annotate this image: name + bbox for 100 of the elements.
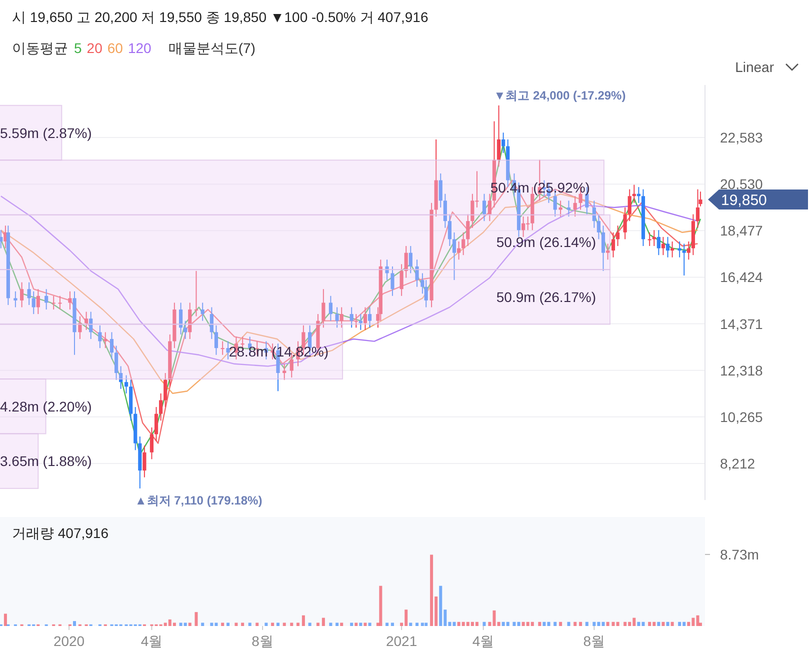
bar [214,622,218,626]
candlestick [696,188,700,228]
bar [457,622,460,626]
y-tick-label: 8.73m [720,546,759,562]
candlestick [522,216,526,238]
bar [264,622,268,626]
bar [444,610,447,626]
bar [666,622,670,626]
bar [526,622,530,626]
x-tick-label: 4월 [472,633,494,649]
line-series [0,180,698,444]
bar [682,622,686,626]
candlestick [58,295,62,310]
bar [430,554,434,626]
bar [184,622,187,626]
bar [602,622,605,626]
candlestick [592,200,596,228]
candlestick [682,243,686,276]
bar [390,622,394,626]
bar [585,622,588,626]
bar [574,622,577,626]
bar [296,622,300,626]
candlestick [656,230,660,256]
candlestick [601,225,606,272]
candlestick [385,259,389,281]
candlestick [214,324,218,356]
candlestick [623,206,627,240]
candlestick [408,246,412,274]
candlestick [686,240,690,260]
bar [698,622,702,626]
candlestick [462,232,466,256]
bar [290,622,294,626]
bar [234,622,238,626]
text: 거래량 407,916 [12,525,109,541]
y-tick-label: 10,265 [720,408,764,425]
candlestick [415,259,419,288]
bar [492,610,496,626]
bar [559,622,562,626]
candlestick [496,104,501,168]
candlestick [226,340,230,360]
candlestick [104,332,108,349]
x-tick-label: 2020 [53,633,85,649]
bar [612,622,615,626]
candlestick [188,302,192,340]
bar [350,622,354,626]
chart-title: 매물분석도(7) [168,40,256,56]
candlestick [606,243,610,260]
bar [597,622,600,626]
bar [420,622,424,626]
candlestick [648,232,652,247]
bar [172,622,176,626]
bar [637,622,640,626]
bar [434,596,438,626]
bar [624,622,627,626]
candlestick [335,306,339,328]
bar [282,622,286,626]
candlestick [84,311,88,330]
candlestick [354,314,358,328]
candlestick [52,295,56,310]
candlestick [616,225,620,247]
bar [632,618,636,626]
candlestick [558,200,562,218]
bar [329,622,332,626]
candlestick [502,132,506,154]
bar [409,622,412,626]
bar [164,622,167,626]
y-tick-label: 20,530 [720,176,764,192]
candlestick [200,302,204,322]
bar [642,622,645,626]
candlestick [194,270,198,317]
bar [466,622,470,626]
candlestick [14,290,18,308]
price-tag: 19,850 [708,190,808,210]
candlestick [466,214,470,247]
candlestick [44,288,48,310]
bar [404,610,408,626]
candlestick [628,188,632,222]
candlestick [32,290,36,315]
candlestick [443,193,447,228]
bar [256,622,259,626]
bar [271,622,274,626]
x-tick-label: 8월 [252,633,274,649]
y-tick-label: 16,424 [720,269,764,286]
candlestick [438,172,442,208]
bar [696,615,700,626]
candlestick [78,316,82,340]
bar [221,622,224,626]
candlestick [282,363,286,380]
candlestick [0,230,3,249]
bar [517,622,520,626]
candlestick [488,193,492,222]
bar [248,622,252,626]
bar [400,622,404,626]
candlestick [448,214,452,247]
candlestick [400,264,404,296]
bar [470,622,474,626]
candlestick [27,282,31,306]
bar [386,622,389,626]
y-tick-label: 12,318 [720,362,764,378]
bar [316,622,320,626]
